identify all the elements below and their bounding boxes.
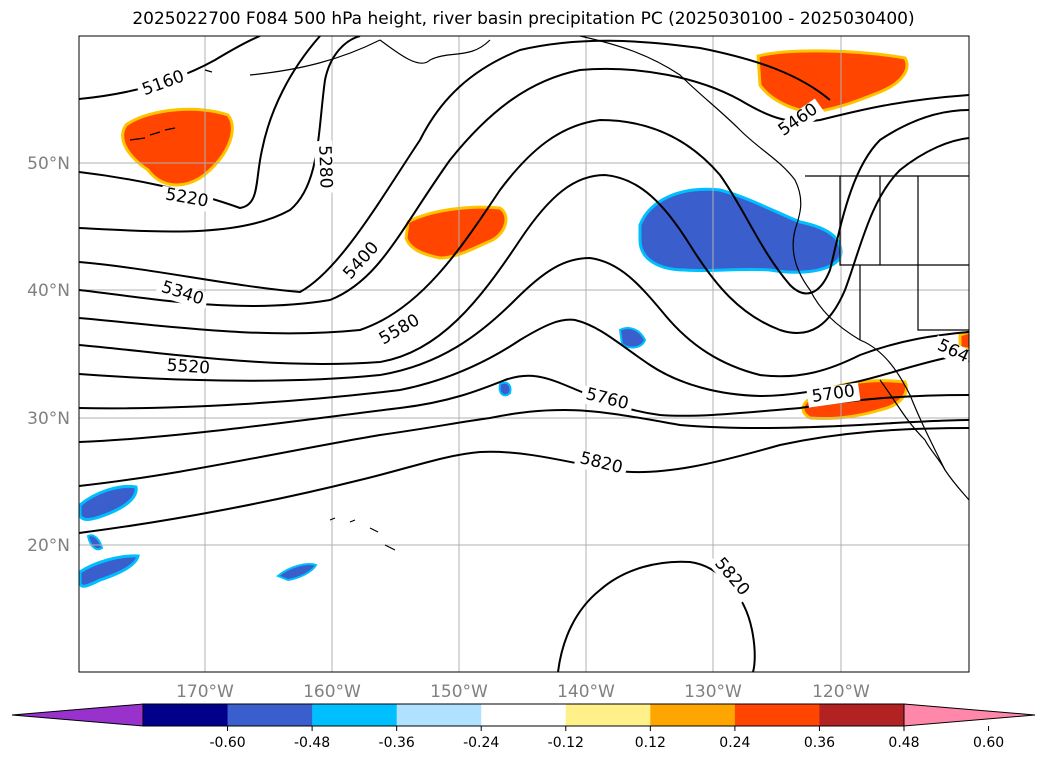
contour-5280 [79, 36, 361, 233]
longitude-ticks: 170°W 160°W 150°W 140°W 130°W 120°W [176, 682, 870, 702]
colorbar-segment [650, 704, 736, 726]
height-contours [79, 36, 969, 672]
contour-5580 [79, 256, 969, 382]
negative-anomaly-patch-west-3 [276, 563, 318, 582]
colorbar-segment [481, 704, 567, 726]
contour-5520 [79, 137, 969, 366]
colorbar-segment [143, 704, 229, 726]
contour-label: 5640 [934, 335, 982, 371]
positive-anomaly-patch-bc [756, 49, 909, 114]
negative-anomaly-patch-small-2 [498, 381, 512, 397]
colorbar-segments [11, 703, 1036, 727]
colorbar-tick-label: 0.60 [973, 735, 1004, 751]
contour-5340 [79, 39, 831, 294]
lat-tick-label: 50°N [27, 154, 70, 174]
contour-label: 5760 [584, 384, 631, 414]
contour-labels: 5160 5220 5280 5340 5400 5460 5520 5580 … [136, 67, 982, 604]
contour-label: 5280 [314, 145, 335, 189]
lat-tick-label: 40°N [27, 281, 70, 301]
map-frame [78, 35, 970, 673]
colorbar-segment [565, 704, 651, 726]
colorbar-tick-label: -0.36 [379, 735, 415, 751]
negative-anomaly-patch-west-2 [79, 554, 140, 588]
negative-anomaly-patch-small-3 [86, 534, 104, 551]
graticule [79, 36, 969, 672]
colorbar-segment [734, 704, 820, 726]
contour-5640 [79, 318, 969, 410]
contour-5760 [79, 408, 969, 487]
colorbar-tick-label: 0.12 [635, 735, 666, 751]
positive-anomaly-patch-east-edge [958, 330, 969, 351]
contour-label: 5520 [166, 356, 211, 379]
hawaiian-islands [329, 517, 396, 551]
colorbar-tick-label: -0.60 [209, 735, 245, 751]
negative-anomaly-patch-west-1 [79, 484, 138, 521]
colorbar-segment [312, 704, 398, 726]
lon-tick-label: 130°W [684, 682, 742, 702]
lat-tick-label: 20°N [27, 536, 70, 556]
colorbar-tick-label: -0.48 [294, 735, 330, 751]
contour-5400 [79, 67, 969, 307]
lon-tick-label: 150°W [430, 682, 488, 702]
aleutian-islands [129, 69, 213, 141]
colorbar-extend-high [903, 703, 1036, 727]
us-state-borders [839, 176, 969, 340]
negative-anomaly-patch-northeast-pacific [638, 187, 843, 274]
contour-label: 5340 [159, 277, 206, 309]
lat-tick-label: 30°N [27, 409, 70, 429]
contour-5820-north [79, 427, 969, 534]
colorbar-ticks: -0.60 -0.48 -0.36 -0.24 -0.12 0.12 0.24 0.36 0.4… [209, 726, 1004, 751]
positive-anomaly-patch-midpacific [404, 205, 508, 260]
colorbar-frame [142, 703, 905, 727]
colorbar-tick-label: -0.24 [463, 735, 499, 751]
colorbar: -0.60 -0.48 -0.36 -0.24 -0.12 0.12 0.24 0.36 0.4… [11, 703, 1036, 751]
colorbar-segment [227, 704, 313, 726]
north-america-coast [792, 229, 969, 501]
negative-anomaly-patch-small-1 [618, 327, 647, 349]
contour-5160 [79, 36, 261, 100]
colorbar-segment [819, 704, 905, 726]
contour-5460 [79, 109, 969, 335]
contour-label: 5580 [376, 310, 423, 349]
colorbar-tick-label: 0.24 [719, 735, 750, 751]
alaska-coast [249, 36, 802, 231]
colorbar-segment [396, 704, 482, 726]
lon-tick-label: 140°W [557, 682, 615, 702]
lon-tick-label: 170°W [176, 682, 234, 702]
contour-label: 5160 [140, 67, 187, 101]
coastlines [129, 36, 969, 551]
colorbar-tick-label: 0.48 [888, 735, 919, 751]
contour-label: 5220 [164, 184, 210, 211]
latitude-ticks: 50°N 40°N 30°N 20°N [27, 154, 70, 556]
contour-5820-south [557, 560, 756, 672]
contour-5220 [79, 36, 321, 210]
gulf-of-california [879, 379, 946, 471]
positive-anomaly-patch-aleutian [121, 107, 234, 187]
lon-tick-label: 120°W [812, 682, 870, 702]
colorbar-extend-low [11, 703, 144, 727]
contour-5700 [79, 374, 969, 443]
colorbar-tick-label: 0.36 [804, 735, 835, 751]
colorbar-tick-label: -0.12 [548, 735, 584, 751]
map-title: 2025022700 F084 500 hPa height, river ba… [132, 9, 915, 29]
contour-label: 5820 [578, 448, 625, 478]
lon-tick-label: 160°W [303, 682, 361, 702]
